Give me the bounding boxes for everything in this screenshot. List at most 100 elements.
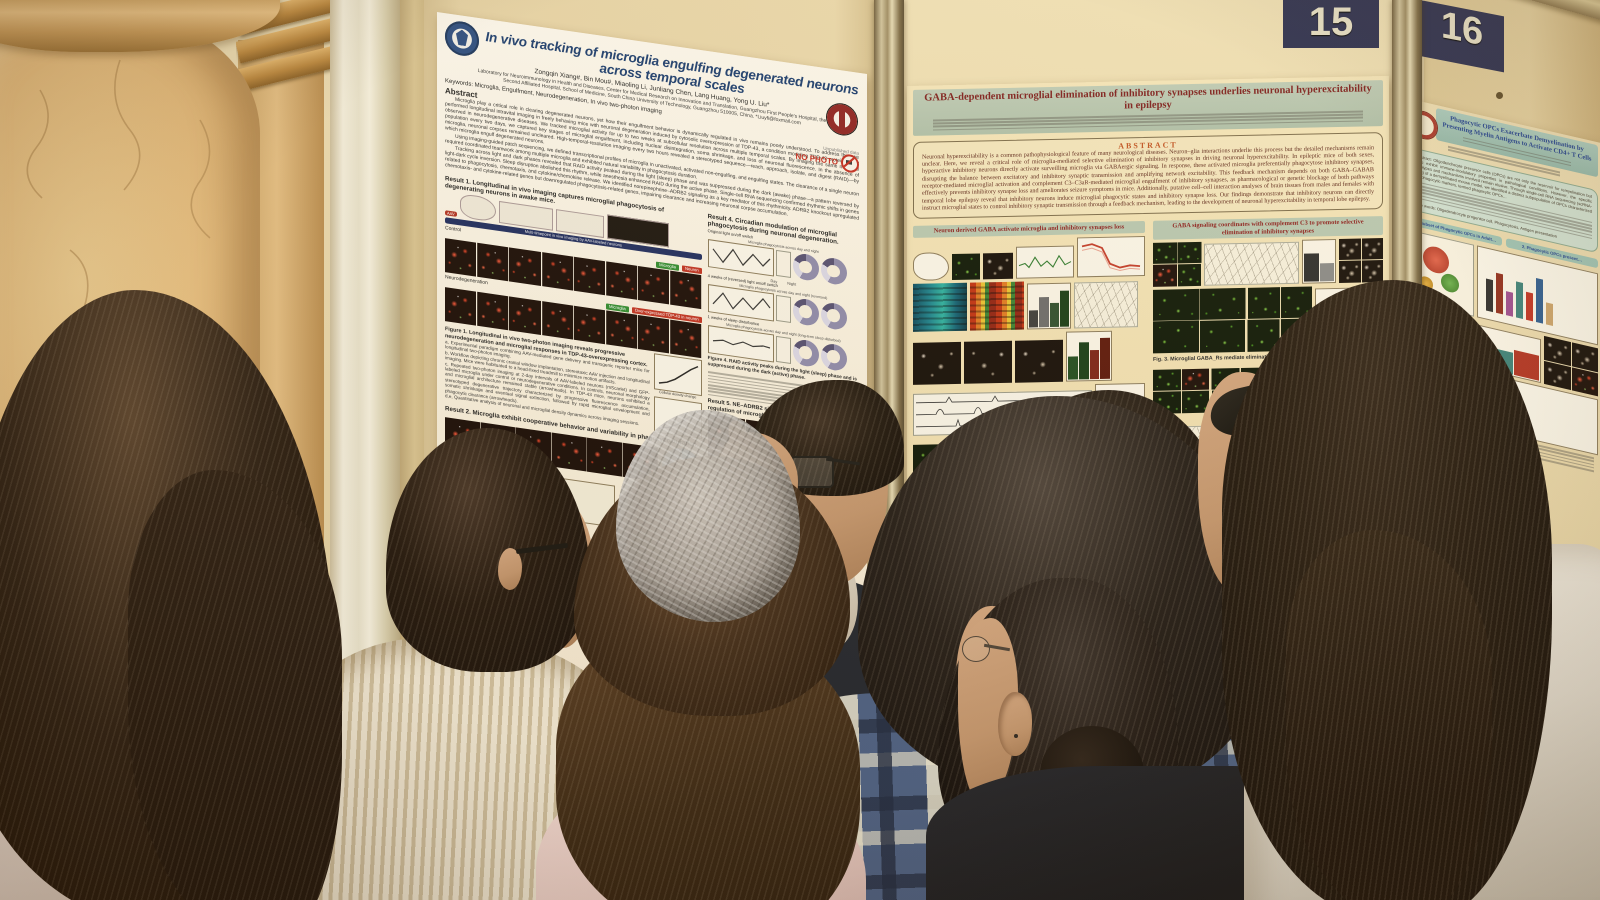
phagocytosis-line-chart	[707, 238, 774, 277]
dark-micrograph	[1015, 339, 1063, 383]
phagocytosis-line-chart-reversed	[707, 283, 774, 322]
micrograph-tile	[638, 315, 670, 354]
stacked-bar	[1212, 493, 1228, 540]
brain-schematic	[913, 251, 949, 281]
board-number-plate-15: 15	[1283, 0, 1379, 48]
middle-left-column: Neuron derived GABA activate microglia a…	[913, 221, 1145, 579]
micrograph-tile	[745, 419, 783, 460]
tree-glyph-red	[1169, 545, 1182, 571]
abstract-text: Neuronal hyperexcitability is a common p…	[922, 144, 1374, 212]
micrograph-tile	[707, 449, 745, 489]
middle-right-column: GABA signaling coordinates with compleme…	[1153, 216, 1383, 574]
micrograph-tile	[606, 261, 638, 300]
bar-chart	[1027, 282, 1071, 330]
university-logo-icon	[445, 19, 479, 59]
micrograph-tile	[821, 430, 859, 471]
fluoro-grid	[1153, 241, 1201, 287]
no-photo-icon	[841, 153, 859, 174]
green-micrograph	[952, 253, 980, 280]
fluoro-grid	[1212, 367, 1268, 413]
micrograph-panel	[445, 461, 497, 511]
red-line-chart	[1077, 235, 1145, 277]
heatmap-teal	[913, 282, 967, 332]
door-frame-molding	[330, 0, 402, 900]
micrograph-tile	[516, 427, 551, 467]
micrograph-tile	[623, 442, 658, 482]
electrophysiology-traces	[913, 389, 1092, 436]
micrograph-tile	[606, 310, 638, 349]
micrograph-tile	[783, 460, 821, 500]
micrograph-tile	[670, 319, 702, 359]
network-analysis-sketch	[1250, 483, 1383, 539]
donut-chart-blue	[661, 445, 702, 492]
bar-panel	[775, 335, 791, 364]
section2-band: GABA signaling coordinates with compleme…	[1153, 216, 1383, 240]
tree-glyph-green	[1185, 545, 1198, 571]
bar-chart	[999, 435, 1039, 473]
timeline-diagram	[1153, 423, 1304, 455]
micrograph-tile	[821, 465, 859, 506]
dark-micrograph	[913, 341, 961, 385]
poster-right-opc: Phagocytic OPCs Exacerbate Demyelination…	[1406, 98, 1600, 900]
micrograph-tile	[670, 270, 702, 310]
micrograph-tile	[445, 417, 480, 457]
micrograph-tile	[638, 266, 670, 305]
donut-night	[820, 256, 847, 286]
micrograph-tile	[480, 422, 516, 462]
micrograph-tile	[509, 247, 541, 287]
board-number: 16	[1440, 4, 1484, 55]
screw	[1496, 92, 1503, 99]
frame-pole	[874, 0, 904, 900]
micrograph-tile	[477, 242, 509, 282]
heatmap-red	[970, 281, 1024, 331]
micrograph-tile	[573, 256, 606, 296]
frame-pole	[1392, 0, 1422, 900]
micrograph-tile	[587, 437, 623, 477]
green-micrograph	[913, 443, 953, 475]
bar-panel	[775, 249, 791, 278]
fluoro-grid	[1248, 286, 1312, 352]
stacked-bar	[1231, 492, 1247, 539]
micrograph-tile	[445, 238, 477, 277]
micrograph-tile	[573, 305, 606, 345]
bar-chart-maroon	[1307, 411, 1383, 452]
trace-panel	[1217, 538, 1383, 571]
fluoro-grid	[1153, 368, 1209, 414]
micrograph-tile	[541, 252, 573, 291]
timeline-diagram	[1204, 241, 1299, 286]
circuit-diagram	[1074, 280, 1138, 329]
section1-title: Neuron derived GABA activate microglia a…	[933, 223, 1125, 235]
micrograph-tile	[745, 454, 783, 495]
micrograph-tile	[445, 287, 477, 326]
bar-chart-green-red	[1066, 330, 1112, 382]
tree-glyph-green	[1153, 545, 1166, 571]
phagocytosis-line-chart-sleep	[707, 324, 774, 363]
green-micrograph	[956, 442, 996, 474]
micrograph-tile	[477, 291, 509, 331]
poster-middle-gaba: GABA-dependent microglial elimination of…	[907, 75, 1389, 886]
bar-chart	[1302, 238, 1336, 284]
dark-micrograph-grid	[1544, 336, 1598, 397]
bar-chart-colored	[1095, 382, 1145, 432]
micrograph-tile	[551, 432, 587, 472]
no-photo-label: NO PHOTO	[795, 151, 838, 167]
tree-glyph-red	[1201, 544, 1214, 570]
donut-day	[792, 252, 819, 282]
donut-day	[792, 337, 819, 368]
donut-night	[820, 301, 847, 331]
density-chart	[653, 353, 702, 397]
micrograph-tile	[541, 301, 573, 340]
crackle-texture	[26, 59, 238, 811]
cell-interaction-sketch	[1153, 487, 1209, 541]
section2-title: GABA signaling coordinates with compleme…	[1172, 218, 1364, 236]
micrograph-tile	[509, 296, 541, 336]
dark-micrograph	[964, 340, 1012, 384]
donut-night	[820, 341, 847, 372]
donut-day	[792, 296, 819, 327]
green-trace-chart	[1016, 245, 1074, 279]
bar-chart	[1315, 287, 1353, 351]
brain-schematic	[459, 193, 496, 223]
fluoro-grid-large	[1153, 287, 1245, 354]
micrograph-tile	[783, 425, 821, 465]
